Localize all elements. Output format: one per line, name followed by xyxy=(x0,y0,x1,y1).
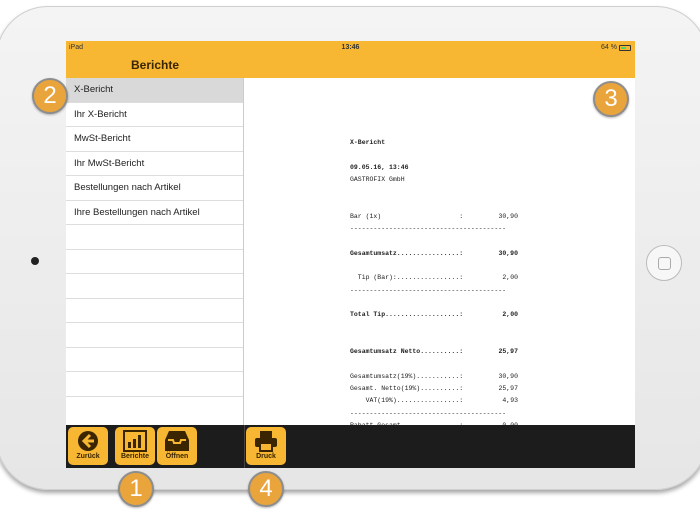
report-line-label: Gesamtumsatz................: xyxy=(350,249,464,257)
report-line-label: Gesamtumsatz(19%)...........: xyxy=(350,372,464,380)
callout-badge-2: 2 xyxy=(32,78,68,114)
list-item-bestellungen[interactable]: Bestellungen nach Artikel xyxy=(66,176,243,201)
battery-status: 64 % xyxy=(601,44,631,51)
report-list: X-Bericht Ihr X-Bericht MwSt-Bericht Ihr… xyxy=(66,78,244,425)
report-line xyxy=(350,149,518,161)
report-line-label: VAT(19%)................: xyxy=(350,397,464,405)
report-line: ---------------------------------------- xyxy=(350,285,518,297)
app-screen: iPad 13:46 64 % Berichte X-Bericht Ihr X… xyxy=(66,41,635,468)
report-line: Tip (Bar):................: 2,00 xyxy=(350,272,518,284)
report-line xyxy=(350,358,518,370)
callout-badge-3: 3 xyxy=(593,81,629,117)
empty-row xyxy=(66,348,243,372)
report-line xyxy=(350,260,518,272)
report-line-label: ---------------------------------------- xyxy=(350,286,507,294)
report-line-value: 4,93 xyxy=(502,397,518,405)
bottom-toolbar: Zurück Berichte Öffnen Druck xyxy=(66,425,635,468)
reports-button[interactable]: Berichte xyxy=(115,427,155,465)
report-line xyxy=(350,334,518,346)
empty-row xyxy=(66,372,243,397)
report-line: 09.05.16, 13:46 xyxy=(350,162,518,174)
list-item-ihr-mwst-bericht[interactable]: Ihr MwSt-Bericht xyxy=(66,152,243,176)
status-bar: iPad 13:46 64 % Berichte xyxy=(66,41,635,78)
report-line: Bar (1x) : 30,90 xyxy=(350,211,518,223)
report-line xyxy=(350,186,518,198)
report-line-label: GASTROFIX GmbH xyxy=(350,175,405,183)
report-line-label: Bar (1x) : xyxy=(350,212,464,220)
report-line: Total Tip...................: 2,00 xyxy=(350,309,518,321)
print-button[interactable]: Druck xyxy=(246,427,286,465)
report-line: X-Bericht xyxy=(350,137,518,149)
report-line: VAT(19%)................: 4,93 xyxy=(350,395,518,407)
empty-row xyxy=(66,250,243,274)
empty-row xyxy=(66,225,243,250)
report-line-value: 25,97 xyxy=(498,384,518,392)
report-line-label: Gesamt. Netto(19%)..........: xyxy=(350,384,464,392)
print-label: Druck xyxy=(256,453,276,460)
report-text: X-Bericht 09.05.16, 13:46 GASTROFIX GmbH Ba… xyxy=(350,137,518,457)
list-item-ihre-bestellungen[interactable]: Ihre Bestellungen nach Artikel xyxy=(66,201,243,225)
report-line-label: 09.05.16, 13:46 xyxy=(350,163,409,171)
report-line: Gesamtumsatz Netto..........: 25,97 xyxy=(350,346,518,358)
report-line-value: 30,90 xyxy=(498,372,518,380)
report-line xyxy=(350,235,518,247)
report-line-label: Gesamtumsatz Netto..........: xyxy=(350,348,464,356)
camera xyxy=(31,257,39,265)
report-preview: X-Bericht 09.05.16, 13:46 GASTROFIX GmbH Ba… xyxy=(245,78,635,453)
report-line: ---------------------------------------- xyxy=(350,408,518,420)
list-item-mwst-bericht[interactable]: MwSt-Bericht xyxy=(66,127,243,152)
report-line: ---------------------------------------- xyxy=(350,223,518,235)
report-line: GASTROFIX GmbH xyxy=(350,174,518,186)
device-label: iPad xyxy=(69,44,84,51)
empty-row xyxy=(66,299,243,323)
report-line: Gesamtumsatz................: 30,90 xyxy=(350,248,518,260)
back-label: Zurück xyxy=(76,453,100,460)
clock: 13:46 xyxy=(341,44,360,51)
report-line-value: 30,90 xyxy=(498,212,518,220)
battery-icon xyxy=(619,44,631,51)
reports-label: Berichte xyxy=(120,453,149,460)
report-line: Gesamt. Netto(19%)..........: 25,97 xyxy=(350,383,518,395)
printer-icon xyxy=(255,431,277,452)
divider xyxy=(244,425,245,468)
report-line-value: 2,00 xyxy=(502,311,518,319)
report-line-label: ---------------------------------------- xyxy=(350,409,507,417)
report-line-value: 25,97 xyxy=(498,348,518,356)
open-button[interactable]: Öffnen xyxy=(157,427,197,465)
callout-badge-4: 4 xyxy=(248,471,284,507)
bar-chart-icon xyxy=(123,430,147,452)
callout-badge-1: 1 xyxy=(118,471,154,507)
inbox-tray-icon xyxy=(165,431,189,451)
list-item-x-bericht[interactable]: X-Bericht xyxy=(66,78,243,103)
battery-text: 64 % xyxy=(601,44,617,51)
report-line-label: Total Tip...................: xyxy=(350,311,464,319)
report-line xyxy=(350,198,518,210)
report-line-label: Tip (Bar):................: xyxy=(350,274,464,282)
report-line-value: 2,00 xyxy=(502,274,518,282)
report-line-label: X-Bericht xyxy=(350,139,386,146)
page-title: Berichte xyxy=(130,58,180,72)
back-button[interactable]: Zurück xyxy=(68,427,108,465)
report-line xyxy=(350,321,518,333)
empty-row xyxy=(66,274,243,299)
list-item-ihr-x-bericht[interactable]: Ihr X-Bericht xyxy=(66,103,243,127)
home-button[interactable] xyxy=(646,245,682,281)
report-line-value: 30,90 xyxy=(498,249,518,257)
arrow-left-circle-icon xyxy=(78,431,98,451)
report-line-label: ---------------------------------------- xyxy=(350,225,507,233)
report-line: Gesamtumsatz(19%)...........: 30,90 xyxy=(350,371,518,383)
report-line xyxy=(350,297,518,309)
empty-row xyxy=(66,323,243,348)
open-label: Öffnen xyxy=(165,453,189,460)
